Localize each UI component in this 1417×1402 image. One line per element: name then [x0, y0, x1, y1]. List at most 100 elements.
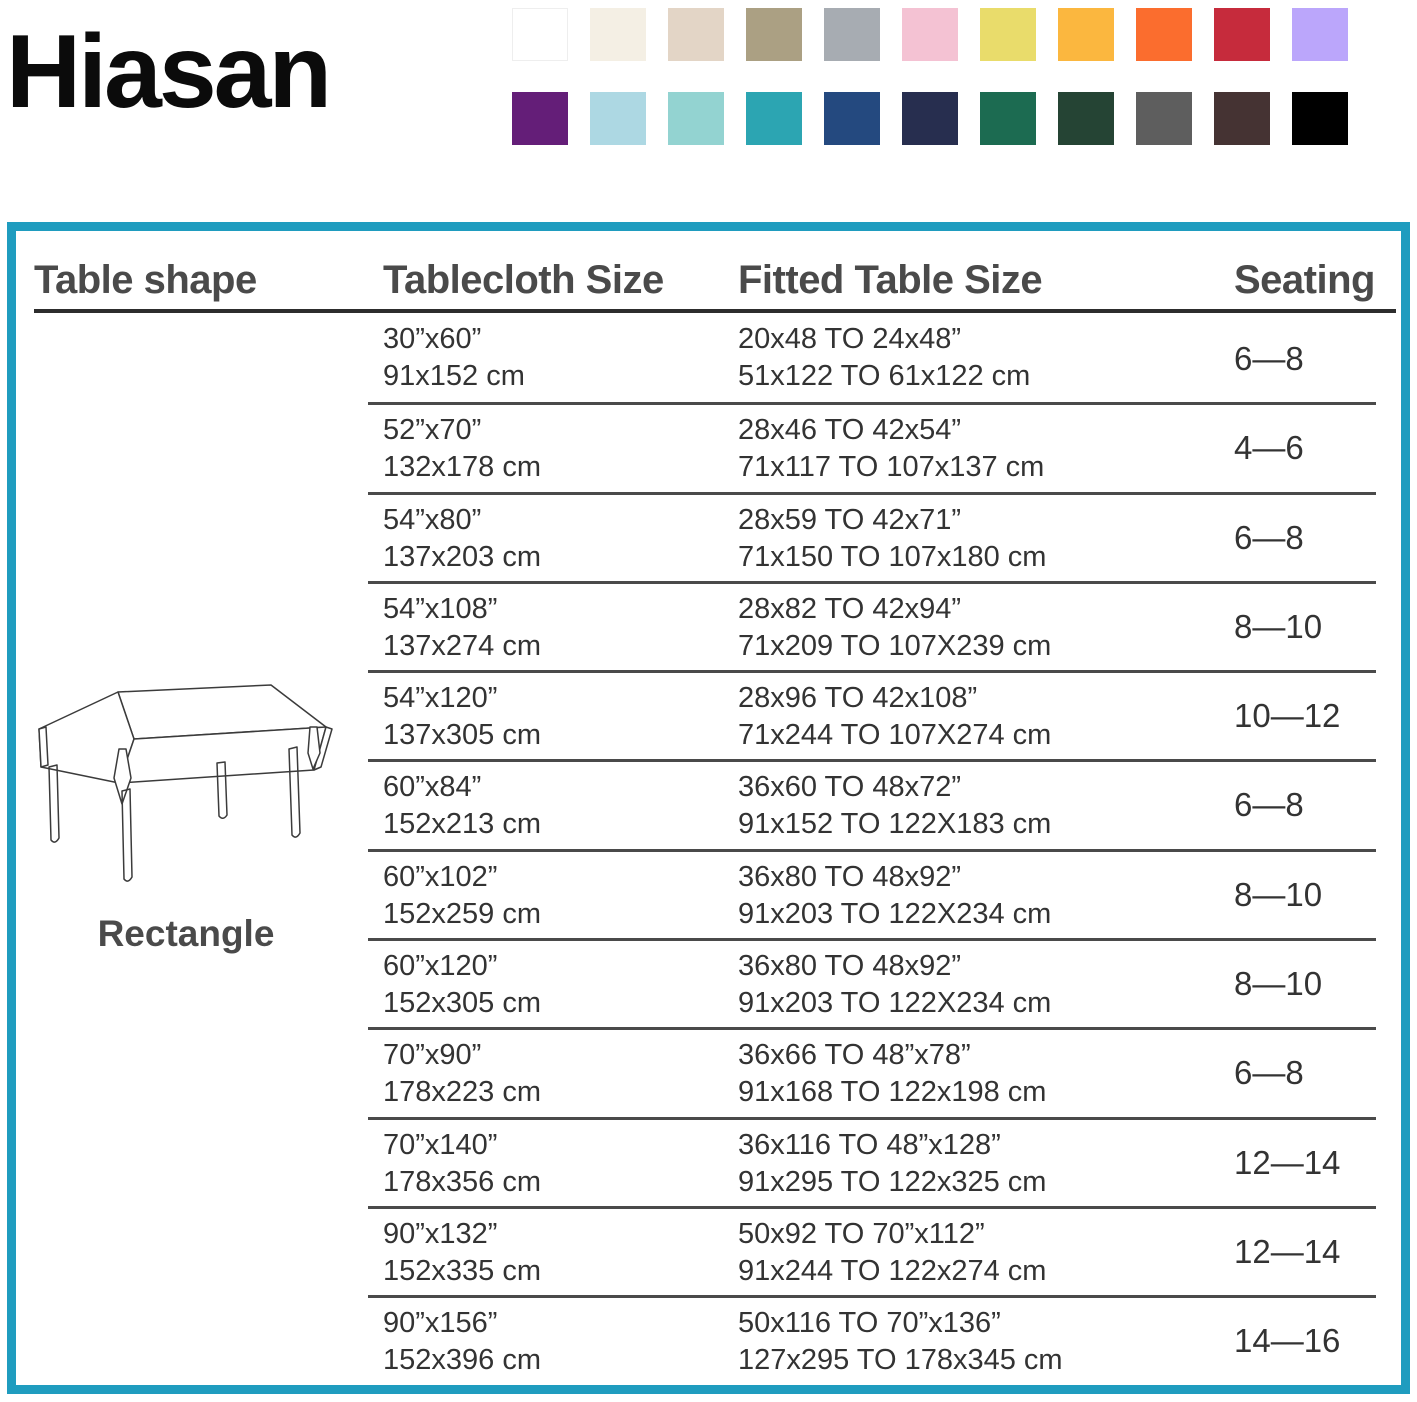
header-divider	[34, 309, 1396, 313]
color-swatch-black[interactable]	[1292, 92, 1348, 145]
color-swatch-teal[interactable]	[746, 92, 802, 145]
tablecloth-size-cm: 152x335 cm	[383, 1254, 541, 1287]
table-row: 54”x108” 137x274 cm 28x82 TO 42x94” 71x209 …	[16, 580, 1401, 670]
tablecloth-size-cm: 132x178 cm	[383, 451, 541, 484]
color-swatch-lavender[interactable]	[1292, 8, 1348, 61]
row-divider	[34, 848, 1376, 852]
color-swatch-taupe[interactable]	[746, 8, 802, 61]
fitted-size-inches: 28x46 TO 42x54”	[738, 414, 962, 447]
color-swatch-gold[interactable]	[1058, 8, 1114, 61]
tablecloth-size-inches: 90”x156”	[383, 1307, 498, 1340]
fitted-size-cm: 91x168 TO 122x198 cm	[738, 1076, 1047, 1109]
cell-tablecloth-size: 52”x70” 132x178 cm	[383, 412, 541, 486]
cell-tablecloth-size: 60”x84” 152x213 cm	[383, 769, 541, 843]
tablecloth-size-inches: 60”x120”	[383, 950, 498, 983]
row-divider	[34, 491, 1376, 495]
column-header-seating: Seating	[1234, 258, 1375, 302]
color-swatch-yellow[interactable]	[980, 8, 1036, 61]
table-row: 60”x102” 152x259 cm 36x80 TO 48x92” 91x203 …	[16, 848, 1401, 938]
color-swatch-green[interactable]	[980, 92, 1036, 145]
tablecloth-size-inches: 60”x84”	[383, 771, 482, 804]
row-divider	[34, 759, 1376, 763]
row-divider	[34, 1295, 1376, 1299]
cell-fitted-table-size: 28x82 TO 42x94” 71x209 TO 107X239 cm	[738, 591, 1051, 665]
color-swatch-purple[interactable]	[512, 92, 568, 145]
table-row: 60”x120” 152x305 cm 36x80 TO 48x92” 91x203 …	[16, 938, 1401, 1027]
tablecloth-size-cm: 152x396 cm	[383, 1344, 541, 1377]
table-rows: 30”x60” 91x152 cm 20x48 TO 24x48” 51x122 TO…	[16, 313, 1401, 1385]
cell-seating: 6—8	[1234, 340, 1304, 377]
tablecloth-size-cm: 91x152 cm	[383, 360, 525, 392]
color-swatch-orange[interactable]	[1136, 8, 1192, 61]
fitted-size-cm: 51x122 TO 61x122 cm	[738, 360, 1031, 392]
cell-fitted-table-size: 36x60 TO 48x72” 91x152 TO 122X183 cm	[738, 769, 1051, 843]
cell-tablecloth-size: 54”x108” 137x274 cm	[383, 591, 541, 665]
cell-fitted-table-size: 36x66 TO 48”x78” 91x168 TO 122x198 cm	[738, 1037, 1046, 1111]
column-header-tablecloth-size: Tablecloth Size	[383, 258, 664, 302]
tablecloth-size-inches: 90”x132”	[383, 1217, 498, 1250]
fitted-size-inches: 28x96 TO 42x108”	[738, 682, 978, 715]
table-row: 60”x84” 152x213 cm 36x60 TO 48x72” 91x152 T…	[16, 759, 1401, 848]
cell-seating: 12—14	[1234, 1232, 1341, 1270]
tablecloth-size-cm: 137x274 cm	[383, 629, 541, 662]
cell-tablecloth-size: 70”x90” 178x223 cm	[383, 1037, 541, 1111]
cell-fitted-table-size: 36x80 TO 48x92” 91x203 TO 122X234 cm	[738, 859, 1051, 933]
table-row: 54”x120” 137x305 cm 28x96 TO 42x108” 71x244…	[16, 670, 1401, 759]
table-body: 30”x60” 91x152 cm 20x48 TO 24x48” 51x122 TO…	[16, 313, 1401, 1385]
tablecloth-size-inches: 60”x102”	[383, 860, 498, 893]
table-row: 30”x60” 91x152 cm 20x48 TO 24x48” 51x122 TO…	[16, 313, 1401, 402]
color-swatch-red[interactable]	[1214, 8, 1270, 61]
color-swatch-ivory[interactable]	[590, 8, 646, 61]
cell-tablecloth-size: 90”x132” 152x335 cm	[383, 1216, 541, 1290]
tablecloth-size-inches: 52”x70”	[383, 414, 482, 447]
brand-logo: Hiasan	[6, 14, 332, 130]
color-swatch-navy-blue[interactable]	[824, 92, 880, 145]
fitted-size-inches: 36x66 TO 48”x78”	[738, 1039, 971, 1072]
cell-fitted-table-size: 50x116 TO 70”x136” 127x295 TO 178x345 cm	[738, 1305, 1063, 1379]
fitted-size-cm: 127x295 TO 178x345 cm	[738, 1344, 1063, 1377]
cell-fitted-table-size: 50x92 TO 70”x112” 91x244 TO 122x274 cm	[738, 1216, 1046, 1290]
color-swatch-dark-navy[interactable]	[902, 92, 958, 145]
cell-seating: 8—10	[1234, 965, 1323, 1003]
tablecloth-size-inches: 70”x90”	[383, 1039, 482, 1072]
color-swatch-beige[interactable]	[668, 8, 724, 61]
column-header-table-shape: Table shape	[34, 258, 257, 302]
fitted-size-cm: 91x295 TO 122x325 cm	[738, 1165, 1047, 1198]
table-shape-cell: Rectangle	[16, 313, 368, 1385]
cell-fitted-table-size: 28x96 TO 42x108” 71x244 TO 107X274 cm	[738, 680, 1051, 754]
color-swatch-brown[interactable]	[1214, 92, 1270, 145]
tablecloth-size-cm: 152x213 cm	[383, 808, 541, 841]
cell-seating: 8—10	[1234, 875, 1323, 913]
color-swatch-white[interactable]	[512, 8, 568, 61]
color-swatch-gray[interactable]	[824, 8, 880, 61]
tablecloth-size-inches: 30”x60”	[383, 323, 482, 355]
tablecloth-size-cm: 178x356 cm	[383, 1165, 541, 1198]
color-swatch-aqua[interactable]	[668, 92, 724, 145]
cell-seating: 12—14	[1234, 1143, 1341, 1181]
cell-fitted-table-size: 28x46 TO 42x54” 71x117 TO 107x137 cm	[738, 412, 1044, 486]
cell-seating: 14—16	[1234, 1322, 1341, 1360]
color-swatch-light-blue[interactable]	[590, 92, 646, 145]
table-row: 52”x70” 132x178 cm 28x46 TO 42x54” 71x117 T…	[16, 402, 1401, 491]
rectangle-table-icon	[21, 683, 351, 888]
table-row: 54”x80” 137x203 cm 28x59 TO 42x71” 71x150 T…	[16, 491, 1401, 581]
color-swatch-panel	[512, 8, 1412, 176]
table-row: 70”x90” 178x223 cm 36x66 TO 48”x78” 91x168 …	[16, 1027, 1401, 1116]
row-divider	[34, 670, 1376, 674]
color-swatch-dark-green[interactable]	[1058, 92, 1114, 145]
cell-fitted-table-size: 36x116 TO 48”x128” 91x295 TO 122x325 cm	[738, 1127, 1046, 1201]
fitted-size-inches: 28x59 TO 42x71”	[738, 503, 962, 536]
table-row: 90”x132” 152x335 cm 50x92 TO 70”x112” 91x24…	[16, 1205, 1401, 1295]
color-swatch-pink[interactable]	[902, 8, 958, 61]
color-swatch-charcoal[interactable]	[1136, 92, 1192, 145]
fitted-size-inches: 36x116 TO 48”x128”	[738, 1128, 1001, 1161]
cell-seating: 6—8	[1234, 1054, 1304, 1092]
row-divider	[34, 580, 1376, 584]
row-divider	[34, 1027, 1376, 1031]
fitted-size-inches: 36x60 TO 48x72”	[738, 771, 962, 804]
cell-seating: 4—6	[1234, 429, 1304, 467]
cell-fitted-table-size: 36x80 TO 48x92” 91x203 TO 122X234 cm	[738, 948, 1051, 1022]
fitted-size-inches: 20x48 TO 24x48”	[738, 323, 962, 355]
tablecloth-size-inches: 70”x140”	[383, 1128, 498, 1161]
